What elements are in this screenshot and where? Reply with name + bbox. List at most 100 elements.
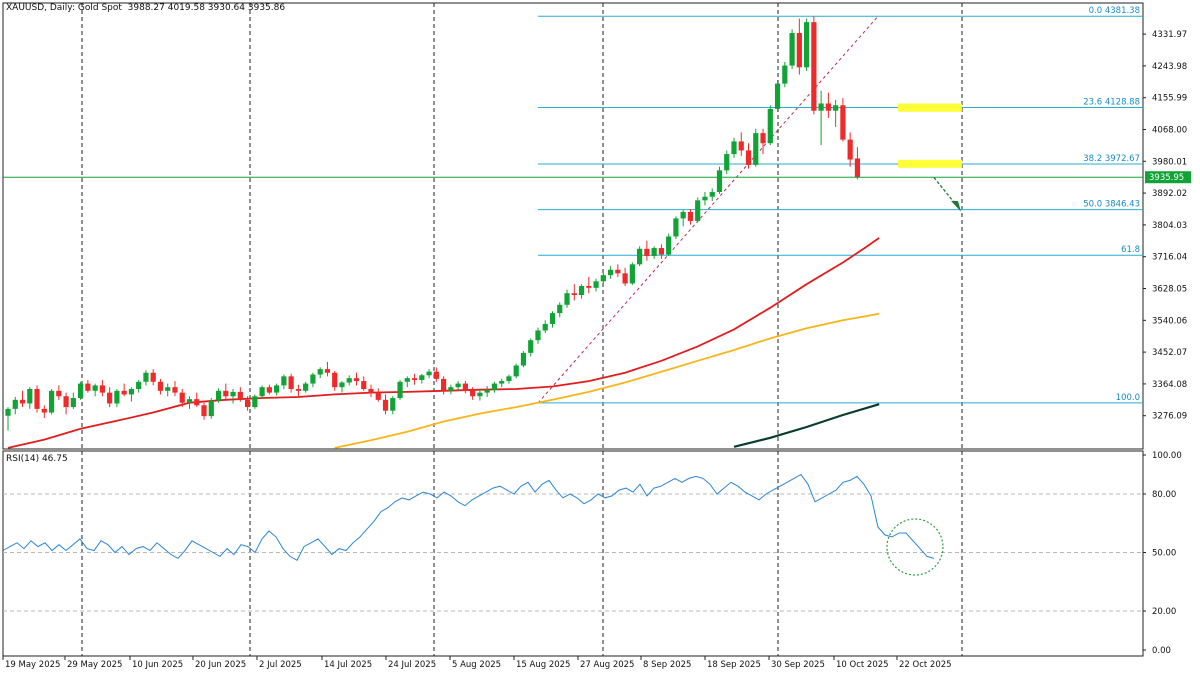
candle-body xyxy=(564,293,570,305)
candlestick-series xyxy=(5,16,861,431)
ma-mid-line xyxy=(334,312,880,449)
fib-level-label: 23.6 4128.88 xyxy=(1083,97,1140,107)
candle-body xyxy=(303,383,309,391)
candle-body xyxy=(586,285,592,288)
candle-body xyxy=(274,385,280,393)
candle-body xyxy=(5,408,11,416)
time-grid xyxy=(81,3,963,656)
price-tick-label: 3452.07 xyxy=(1152,348,1187,358)
candle-body xyxy=(651,248,657,256)
candle-body xyxy=(462,383,468,391)
candle-body xyxy=(128,389,135,395)
candle-body xyxy=(63,396,69,408)
price-tick-label: 3716.04 xyxy=(1152,253,1187,263)
candle-body xyxy=(789,32,795,66)
candle-body xyxy=(404,378,410,382)
chart-header: XAUUSD, Daily: Gold Spot 3988.27 4019.58… xyxy=(6,3,285,13)
candle-body xyxy=(455,383,461,388)
candle-body xyxy=(833,105,839,111)
candle-body xyxy=(796,32,802,68)
candle-body xyxy=(186,399,193,403)
candle-body xyxy=(433,371,439,379)
candle-body xyxy=(680,211,686,219)
rsi-label: RSI(14) 46.75 xyxy=(6,454,68,464)
candle-body xyxy=(208,400,214,417)
candle-body xyxy=(571,293,577,296)
candle-body xyxy=(34,389,40,409)
price-tick-label: 3980.01 xyxy=(1152,157,1187,167)
candle-body xyxy=(491,383,498,390)
price-tick-label: 3892.02 xyxy=(1152,189,1187,199)
candle-body xyxy=(56,390,62,397)
price-tick-label: 3628.05 xyxy=(1152,285,1187,295)
last-price-badge xyxy=(1145,171,1191,184)
price-tick-label: 4331.97 xyxy=(1152,30,1187,40)
candle-body xyxy=(230,391,236,397)
candle-body xyxy=(484,389,490,393)
candle-body xyxy=(390,398,396,411)
candle-body xyxy=(121,390,127,395)
candle-body xyxy=(709,192,715,197)
time-tick-label: 15 Aug 2025 xyxy=(516,660,570,670)
candle-body xyxy=(157,381,164,391)
price-tick-label: 3364.08 xyxy=(1152,380,1187,390)
candle-body xyxy=(825,103,831,111)
candle-body xyxy=(535,330,541,341)
time-tick-label: 24 Jul 2025 xyxy=(388,660,436,670)
chart-frame xyxy=(2,2,1144,657)
candle-body xyxy=(295,389,301,391)
projection-arrow-line xyxy=(933,177,957,206)
candle-body xyxy=(259,387,265,397)
price-tick-label: 3276.09 xyxy=(1152,412,1187,422)
price-tick-label: 4243.98 xyxy=(1152,62,1187,72)
rsi-highlight-circle xyxy=(886,518,944,576)
fibonacci-retracement: 0.0 4381.38 23.6 4128.88 38.2 3972.67 50.0 … xyxy=(537,6,1143,404)
candle-body xyxy=(375,392,381,400)
candle-body xyxy=(368,389,374,393)
candle-body xyxy=(716,170,723,193)
candle-body xyxy=(244,399,251,408)
candle-body xyxy=(513,365,519,377)
rsi-tick-label: 0.00 xyxy=(1152,646,1171,656)
candle-body xyxy=(165,387,171,391)
candle-body xyxy=(179,392,185,403)
time-tick-label: 20 Jun 2025 xyxy=(195,660,246,670)
candle-body xyxy=(760,133,766,144)
candle-body xyxy=(310,374,316,384)
fib-level-label: 0.0 4381.38 xyxy=(1089,6,1140,16)
time-tick-label: 2 Jul 2025 xyxy=(259,660,302,670)
rsi-tick-label: 100.00 xyxy=(1152,451,1182,461)
candle-body xyxy=(695,200,701,221)
candle-body xyxy=(578,285,585,296)
resistance-zone-38-2 xyxy=(898,159,962,168)
candle-body xyxy=(223,390,229,397)
main-pane-border xyxy=(2,2,1144,450)
candle-body xyxy=(332,372,338,388)
price-axis: 4331.97 4243.98 4155.99 4068.00 3980.01 3892.… xyxy=(1143,30,1191,422)
time-tick-label: 8 Sep 2025 xyxy=(643,660,691,670)
ma-fast-line xyxy=(7,237,880,449)
candle-body xyxy=(252,396,258,408)
candle-body xyxy=(637,248,643,265)
fib-level-label: 61.8 xyxy=(1121,245,1140,255)
candle-body xyxy=(542,323,548,331)
candle-body xyxy=(237,391,243,400)
ohlc-label: 3988.27 4019.58 3930.64 3935.86 xyxy=(127,3,286,13)
candle-body xyxy=(353,378,360,382)
highlight-zones xyxy=(898,103,962,168)
time-tick-label: 10 Oct 2025 xyxy=(836,660,889,670)
candle-body xyxy=(411,378,418,380)
price-tick-label: 3540.06 xyxy=(1152,316,1187,326)
candle-body xyxy=(804,22,810,68)
candle-body xyxy=(143,372,149,382)
instrument-label: Gold Spot xyxy=(77,3,122,13)
time-tick-label: 27 Aug 2025 xyxy=(580,660,634,670)
candle-body xyxy=(854,158,861,178)
candle-body xyxy=(615,269,621,274)
candle-body xyxy=(194,399,200,406)
symbol-label: XAUUSD, Daily: xyxy=(6,3,76,13)
candle-body xyxy=(99,385,105,393)
candle-body xyxy=(499,381,505,384)
fib-level-label: 38.2 3972.67 xyxy=(1083,154,1140,164)
